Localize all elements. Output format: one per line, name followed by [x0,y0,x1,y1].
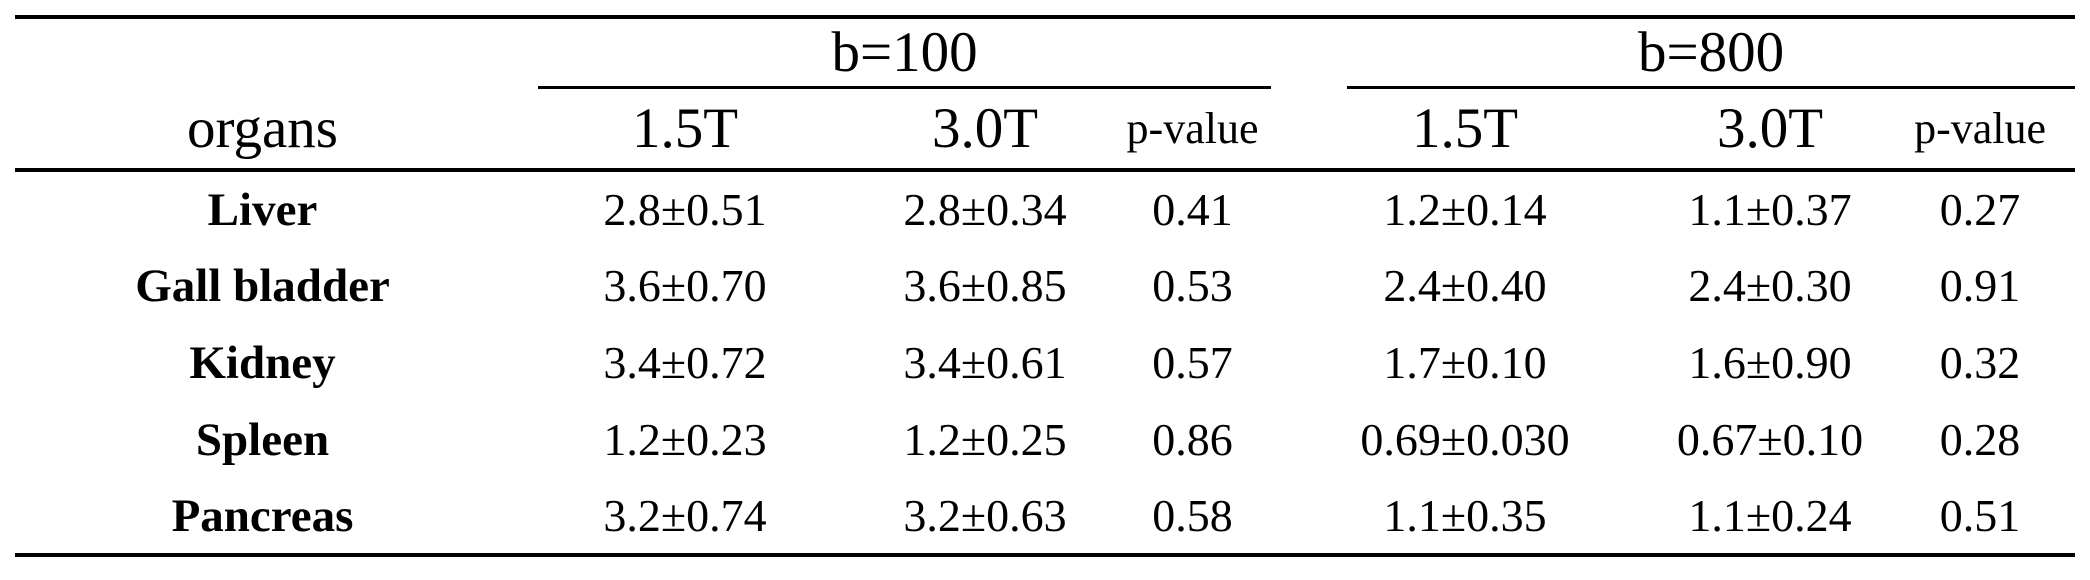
value-cell: 0.67±0.10 [1676,414,1864,465]
table-row-spleen: Spleen 1.2±0.23 1.2±0.25 0.86 0.69±0.030… [15,401,2075,478]
value-cell: 1.2±0.23 [603,414,767,465]
p-value-cell: 0.27 [1939,184,2021,235]
value-cell: 0.69±0.030 [1360,414,1570,465]
b100-group-rule: b=100 [538,19,1272,89]
b800-group-rule: b=800 [1347,19,2076,89]
value-cell: 1.2±0.25 [903,414,1067,465]
value-cell: 1.1±0.37 [1688,184,1852,235]
value-cell: 2.8±0.34 [903,184,1067,235]
organ-name: Spleen [195,413,330,466]
organ-results-table: b=100 b=800 organs 1.5T 3.0T p-value 1.5… [15,15,2076,557]
column-header-row: organs 1.5T 3.0T p-value 1.5T 3.0T p-val… [15,89,2076,172]
organ-name: Kidney [189,336,336,389]
p-value-cell: 0.57 [1152,337,1233,388]
value-cell: 3.6±0.85 [903,260,1067,311]
p-value-cell: 0.41 [1152,184,1233,235]
value-cell: 1.1±0.24 [1688,490,1852,541]
col-header-b800-1-5t: 1.5T [1275,89,1656,172]
p-value-cell: 0.58 [1152,490,1233,541]
p-value-cell: 0.28 [1939,414,2021,465]
p-value-cell: 0.51 [1939,490,2021,541]
p-value-cell: 0.53 [1152,260,1233,311]
b100-group-label: b=100 [831,21,978,84]
value-cell: 2.4±0.30 [1688,260,1852,311]
organ-name: Liver [207,183,318,236]
value-cell: 3.4±0.72 [603,337,767,388]
group-header-row: b=100 b=800 [15,17,2076,89]
b800-group-label: b=800 [1637,21,1785,84]
value-cell: 2.4±0.40 [1383,260,1547,311]
value-cell: 2.8±0.51 [603,184,767,235]
table-row-gall-bladder: Gall bladder 3.6±0.70 3.6±0.85 0.53 2.4±… [15,247,2075,324]
value-cell: 3.2±0.74 [603,490,767,541]
p-value-cell: 0.32 [1939,337,2021,388]
organ-name: Gall bladder [135,259,390,312]
p-value-cell: 0.91 [1939,260,2021,311]
table-row-pancreas: Pancreas 3.2±0.74 3.2±0.63 0.58 1.1±0.35… [15,478,2075,555]
organ-name: Pancreas [171,489,354,542]
p-value-cell: 0.86 [1152,414,1233,465]
value-cell: 1.2±0.14 [1383,184,1547,235]
value-cell: 1.7±0.10 [1383,337,1547,388]
col-header-b800-pvalue: p-value [1885,89,2076,172]
col-header-b100-1-5t: 1.5T [510,89,860,172]
table-row-liver: Liver 2.8±0.51 2.8±0.34 0.41 1.2±0.14 1.… [15,170,2075,247]
table-row-kidney: Kidney 3.4±0.72 3.4±0.61 0.57 1.7±0.10 1… [15,324,2075,401]
group-header-b800: b=800 [1275,17,2076,89]
col-header-b100-3-0t: 3.0T [860,89,1110,172]
value-cell: 3.2±0.63 [903,490,1067,541]
value-cell: 3.6±0.70 [603,260,767,311]
value-cell: 1.6±0.90 [1688,337,1852,388]
col-header-b100-pvalue: p-value [1110,89,1276,172]
group-header-b100: b=100 [510,17,1275,89]
empty-corner-cell [15,17,510,89]
organs-column-header: organs [15,89,510,172]
value-cell: 1.1±0.35 [1383,490,1547,541]
value-cell: 3.4±0.61 [903,337,1067,388]
col-header-b800-3-0t: 3.0T [1655,89,1886,172]
